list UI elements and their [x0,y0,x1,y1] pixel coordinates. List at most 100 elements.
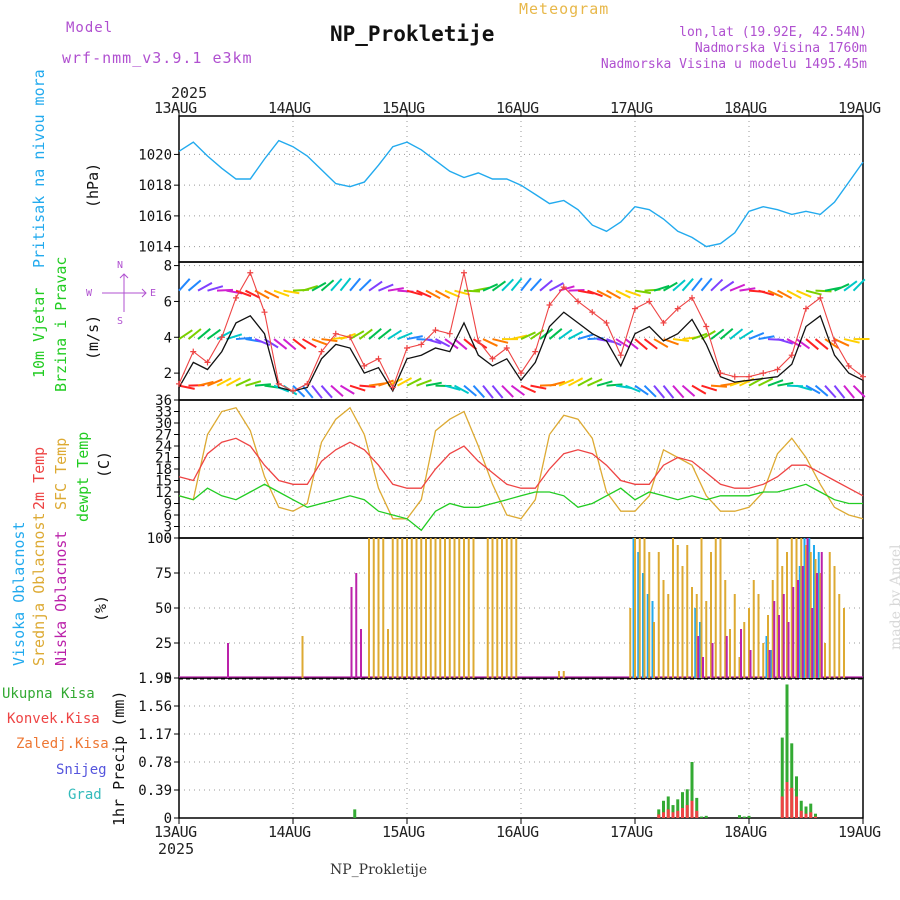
wind-gust-marker [446,330,453,337]
wind-direction-arrow [510,277,523,292]
wind-direction-arrow [805,289,822,296]
y-tick-label: 1016 [138,209,172,225]
wind-gust-marker [347,334,353,341]
wind-direction-arrow [634,384,649,396]
precip-total-bar [662,800,665,818]
precip-convective-bar [804,813,808,818]
wind-gust-marker [233,294,239,301]
precip-convective-bar [690,800,694,818]
wind-direction-arrow [795,338,811,350]
wind-direction-arrow [320,279,335,292]
tempsfc-title: SFC Temp [52,437,70,510]
wind-gust-marker [703,323,710,330]
y-tick-label: 30 [155,416,172,432]
wind-key-south: S [117,316,124,327]
date-label-top: 14AUG [268,99,311,117]
date-label-bottom: 17AUG [610,823,653,841]
y-tick-label: 24 [155,439,172,455]
wind-direction-arrow [615,338,631,349]
wind-direction-arrow [206,328,222,340]
wind-gust-marker [218,334,225,341]
wind-direction-arrow [719,280,735,292]
wind-direction-arrow [197,328,211,340]
wind-direction-arrow [672,279,686,292]
wind-direction-arrow [815,289,832,293]
y-tick-label: 18 [155,462,172,478]
wind-direction-arrow [548,328,563,340]
wind-gust-marker [176,380,182,387]
wind-direction-arrow [767,289,784,299]
wind-direction-arrow [491,385,504,399]
wind-direction-arrow [568,289,585,292]
wind-direction-arrow [834,283,850,292]
wind-title-1: 10m Vjetar [30,287,48,378]
date-label-bottom: 16AUG [496,823,539,841]
y-tick-label: 0 [164,671,172,687]
date-label-top: 19AUG [838,99,881,117]
wind-gust-marker [803,305,809,312]
wind-direction-arrow [539,279,553,292]
temp2m-title: 2m Temp [30,446,48,510]
precip-total-bar [790,743,794,818]
precip-total-bar [700,816,703,818]
wind-direction-arrow [311,338,328,346]
wind-direction-arrow [653,284,670,292]
wind-direction-arrow [587,289,603,298]
wind-direction-arrow [653,385,666,399]
date-label-top: 15AUG [382,99,425,117]
y-tick-label: 1020 [138,147,172,163]
precip-total-bar [690,762,694,818]
wind-direction-arrow [330,384,344,397]
wind-direction-arrow [710,278,724,292]
wind-gust-marker [304,380,311,387]
wind-direction-arrow [549,282,564,292]
wind-direction-arrow [178,384,195,390]
wind-direction-arrow [777,338,794,345]
wind-gust-marker [461,269,467,276]
wind-direction-arrow [653,338,669,348]
wind-direction-arrow [643,338,658,350]
precip-unit: 1hr Precip (mm) [110,690,128,826]
y-tick-label: 4 [164,330,172,346]
cloud-unit: (%) [92,594,110,622]
wind-direction-arrow [311,281,327,292]
wind-gust-marker [503,345,510,352]
wind-direction-arrow [320,385,333,399]
wind-direction-arrow [834,338,850,347]
y-tick-label: 0.39 [138,783,172,799]
wind-direction-arrow [397,331,413,340]
legend-hail: Grad [68,787,102,803]
wind-direction-arrow [805,338,819,351]
wind-direction-arrow [520,277,532,292]
wind-direction-arrow [577,333,594,341]
lonlat-info: lon,lat (19.92E, 42.54N) [679,25,867,40]
wind-gust-marker [617,352,624,359]
wind-direction-arrow [587,378,603,387]
wind-direction-arrow [178,278,191,292]
station-title: NP_Prokletije [330,22,495,46]
wind-direction-arrow [454,289,471,296]
wind-gust-marker [290,388,296,395]
wind-direction-arrow [368,328,382,340]
y-tick-label: 75 [155,566,172,582]
legend-freezing-rain: Zaledj.Kisa [16,736,109,752]
wind-key-arrows [102,273,147,312]
wind-gust-marker [646,298,653,305]
wind-direction-arrow [302,285,319,292]
wind-direction-arrow [843,338,860,344]
wind-direction-arrow [273,338,288,350]
wind-gust-marker [660,319,667,326]
wind-gust-marker [788,352,795,359]
wind-direction-arrow [729,283,746,292]
wind-direction-arrow [691,332,708,341]
y-tick-label: 3 [164,520,172,536]
wind-direction-arrow [767,379,784,387]
wind-gust-marker [532,348,539,355]
wind-direction-arrow [701,384,718,392]
wind-direction-arrow [672,384,685,399]
precip-total-bar [809,803,813,818]
wind-direction-arrow [416,379,432,387]
date-label-top: 17AUG [610,99,653,117]
wind-direction-arrow [786,289,802,300]
